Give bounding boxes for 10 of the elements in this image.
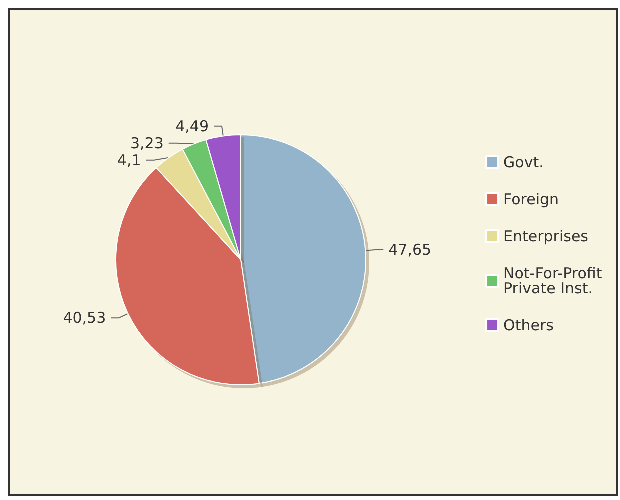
legend-label: Foreign: [504, 190, 560, 208]
legend-label: Govt.: [504, 154, 544, 172]
data-label: 4,49: [176, 117, 210, 136]
legend-label: Not-For-Profit Private Inst.: [504, 264, 608, 298]
data-label: 3,23: [130, 134, 164, 152]
data-label: 47,65: [388, 241, 432, 260]
data-label: 40,53: [63, 309, 106, 328]
legend-label: Others: [504, 316, 554, 334]
data-label: 4,1: [117, 151, 142, 170]
legend-label: Enterprises: [504, 228, 589, 246]
